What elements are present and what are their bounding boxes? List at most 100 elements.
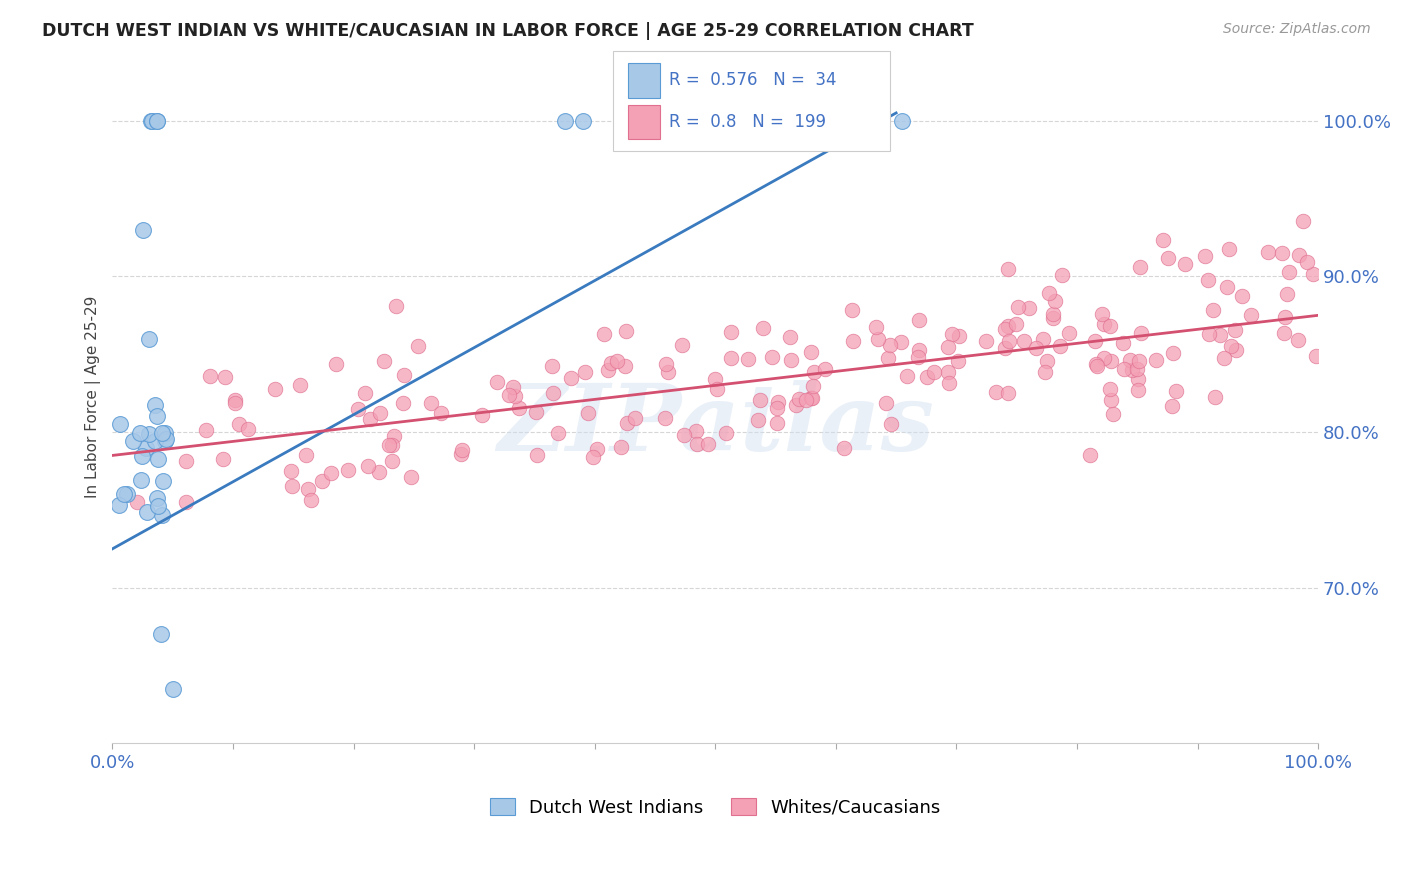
Point: [1038, 286, 1060, 301]
Point: [540, 359, 562, 374]
Point: [703, 372, 725, 386]
Point: [1092, 351, 1115, 366]
Point: [195, 423, 218, 437]
Point: [1091, 307, 1114, 321]
Point: [747, 413, 769, 427]
Point: [138, 426, 160, 441]
Point: [236, 421, 259, 435]
Point: [915, 370, 938, 384]
Point: [686, 436, 709, 450]
Point: [149, 627, 172, 641]
Point: [997, 385, 1019, 400]
Point: [162, 681, 184, 696]
Point: [150, 425, 173, 440]
Point: [288, 378, 311, 392]
Point: [155, 432, 177, 446]
Point: [131, 223, 153, 237]
Point: [616, 324, 638, 338]
Point: [974, 334, 997, 349]
Point: [450, 443, 472, 458]
Point: [114, 487, 136, 501]
Point: [311, 474, 333, 488]
Point: [146, 409, 169, 423]
Point: [143, 399, 166, 413]
Point: [986, 385, 1008, 400]
Point: [1099, 354, 1122, 368]
Point: [378, 438, 401, 452]
Point: [1277, 287, 1299, 301]
Point: [616, 416, 638, 430]
Point: [321, 466, 343, 480]
Point: [346, 401, 368, 416]
Point: [801, 379, 824, 393]
Point: [1209, 327, 1232, 342]
Point: [1286, 333, 1309, 347]
Point: [325, 357, 347, 371]
Point: [908, 313, 931, 327]
Point: [657, 365, 679, 379]
Point: [761, 350, 783, 364]
Point: [1018, 301, 1040, 315]
Point: [800, 391, 823, 405]
Point: [1144, 352, 1167, 367]
Point: [596, 363, 619, 377]
Text: R =  0.8   N =  199: R = 0.8 N = 199: [669, 113, 827, 131]
Point: [136, 505, 159, 519]
Point: [1232, 289, 1254, 303]
Point: [997, 318, 1019, 333]
Point: [392, 368, 415, 382]
Point: [1012, 334, 1035, 349]
Point: [502, 380, 524, 394]
Point: [752, 321, 775, 335]
Point: [145, 491, 167, 505]
Point: [152, 474, 174, 488]
Point: [450, 447, 472, 461]
Point: [1218, 242, 1240, 256]
Point: [224, 392, 246, 407]
Point: [1126, 362, 1149, 376]
Point: [865, 319, 887, 334]
Point: [706, 382, 728, 396]
Point: [381, 438, 404, 452]
Point: [200, 368, 222, 383]
Point: [1198, 326, 1220, 341]
Point: [1216, 280, 1239, 294]
Point: [295, 448, 318, 462]
Point: [108, 417, 131, 432]
Point: [1121, 363, 1143, 377]
Point: [146, 113, 169, 128]
Point: [141, 113, 163, 128]
Point: [922, 365, 945, 379]
Point: [936, 365, 959, 379]
Point: [1305, 350, 1327, 364]
Point: [128, 425, 150, 440]
Point: [1130, 326, 1153, 340]
Point: [1194, 250, 1216, 264]
Point: [997, 262, 1019, 277]
Point: [1152, 233, 1174, 247]
Point: [1042, 310, 1064, 325]
Legend: Dutch West Indians, Whites/Caucasians: Dutch West Indians, Whites/Caucasians: [482, 790, 948, 824]
Point: [547, 425, 569, 440]
Point: [1219, 339, 1241, 353]
Point: [766, 401, 789, 415]
Point: [1278, 265, 1301, 279]
Point: [150, 508, 173, 522]
Point: [368, 406, 391, 420]
Point: [401, 470, 423, 484]
Point: [768, 394, 790, 409]
Point: [600, 355, 623, 369]
Point: [1099, 318, 1122, 333]
Point: [948, 329, 970, 343]
Point: [1296, 254, 1319, 268]
Point: [766, 416, 789, 430]
Point: [1035, 354, 1057, 368]
Point: [554, 113, 576, 128]
Point: [1092, 317, 1115, 331]
Point: [526, 448, 548, 462]
Point: [780, 352, 803, 367]
Point: [125, 495, 148, 509]
Point: [896, 369, 918, 384]
Point: [800, 345, 823, 359]
Point: [153, 426, 176, 441]
